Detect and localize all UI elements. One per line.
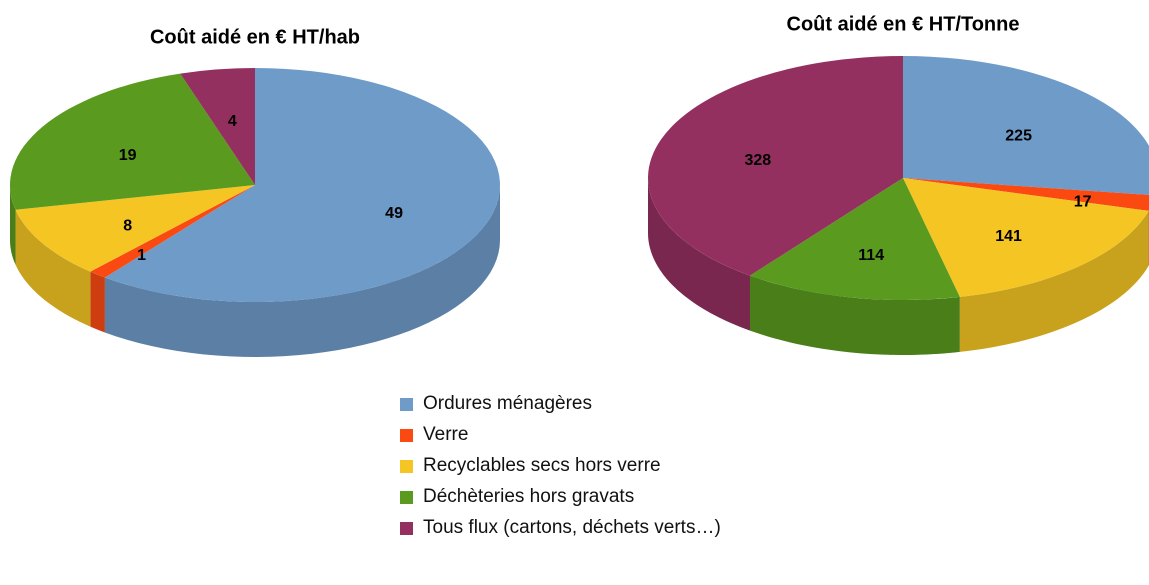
legend-label: Déchèteries hors gravats [423, 486, 635, 507]
legend-swatch [400, 460, 413, 473]
slice-side [959, 210, 1149, 352]
chart-title: Coût aidé en € HT/hab [150, 26, 360, 48]
slice-side [90, 271, 105, 333]
slice [180, 68, 255, 185]
value-label: 4 [228, 113, 237, 130]
legend-label: Ordures ménagères [423, 393, 592, 414]
slice-side [104, 185, 500, 357]
value-label: 114 [858, 247, 884, 264]
slice [104, 68, 500, 302]
legend-swatch [400, 522, 413, 535]
slice [15, 185, 255, 272]
slice [903, 178, 1149, 297]
slice [903, 56, 1149, 195]
slice [90, 185, 256, 278]
legend: Ordures ménagères Verre Recyclables secs h… [400, 393, 740, 548]
value-label: 1 [137, 247, 146, 264]
legend-item: Verre [400, 424, 740, 446]
legend-item: Déchèteries hors gravats [400, 486, 740, 508]
legend-swatch [400, 398, 413, 411]
legend-item: Recyclables secs hors verre [400, 455, 740, 477]
legend-item: Tous flux (cartons, déchets verts…) [400, 517, 740, 539]
slice-side [15, 209, 91, 327]
value-label: 328 [745, 152, 772, 169]
slice-side [648, 178, 750, 331]
value-label: 8 [123, 217, 132, 234]
slice-side [749, 275, 960, 355]
slice [749, 178, 960, 300]
value-label: 141 [995, 228, 1022, 245]
value-label: 225 [1005, 127, 1032, 144]
slice [10, 73, 256, 210]
slice [903, 178, 1149, 211]
legend-item: Ordures ménagères [400, 393, 740, 415]
chart-title: Coût aidé en € HT/Tonne [787, 13, 1020, 35]
legend-label: Verre [423, 424, 469, 445]
value-label: 17 [1074, 193, 1092, 210]
legend-swatch [400, 491, 413, 504]
slice [648, 56, 903, 276]
legend-label: Recyclables secs hors verre [423, 455, 661, 476]
legend-swatch [400, 429, 413, 442]
value-label: 19 [119, 147, 137, 164]
legend-label: Tous flux (cartons, déchets verts…) [423, 517, 721, 538]
slice-side [10, 185, 16, 265]
value-label: 49 [385, 205, 403, 222]
